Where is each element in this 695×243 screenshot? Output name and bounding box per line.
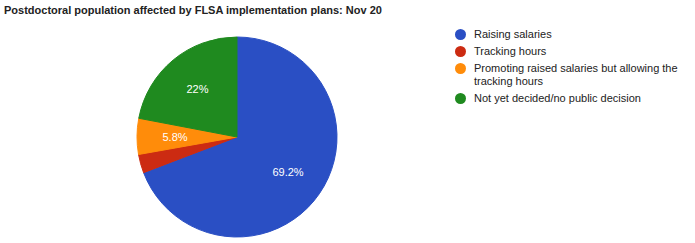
svg-text:5.8%: 5.8% — [162, 131, 187, 143]
html-text:Postdoctoral population affect: Postdoctoral population affected by FLSA… — [4, 4, 382, 16]
svg-text:22%: 22% — [186, 83, 208, 95]
html-text:Raising salaries: Raising salaries — [474, 28, 552, 40]
html-text:Tracking hours: Tracking hours — [474, 45, 547, 57]
html-text:Promoting raised salaries but: Promoting raised salaries but allowing t… — [474, 62, 678, 87]
svg-text:69.2%: 69.2% — [272, 166, 303, 178]
html-text:Not yet decided/no public deci: Not yet decided/no public decision — [474, 92, 641, 104]
